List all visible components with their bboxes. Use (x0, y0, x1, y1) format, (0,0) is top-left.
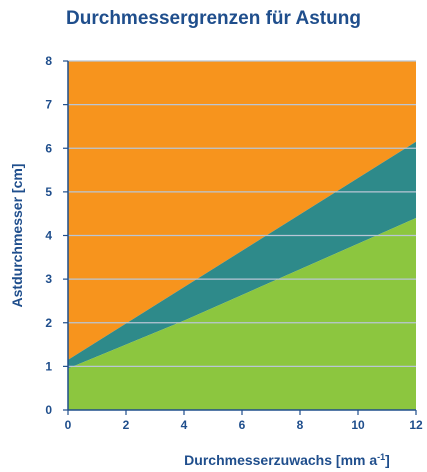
y-tick-label: 1 (45, 359, 52, 373)
x-tick-label: 6 (239, 418, 246, 432)
x-tick-label: 2 (123, 418, 130, 432)
area-between-limits (68, 141, 416, 369)
y-tick-label: 3 (45, 272, 52, 286)
grid-lines (68, 60, 416, 368)
area-below-lower-limit (68, 218, 416, 410)
y-tick-label: 8 (45, 54, 52, 68)
y-axis-ticks: 0 1 2 3 4 5 6 7 8 (45, 54, 68, 417)
y-tick-label: 4 (45, 229, 52, 243)
y-tick-label: 5 (45, 185, 52, 199)
x-tick-label: 8 (297, 418, 304, 432)
chart-title: Durchmessergrenzen für Astung (66, 8, 361, 29)
x-tick-label: 0 (65, 418, 72, 432)
x-axis-label: Durchmesserzuwachs [mm a-1] (184, 452, 390, 468)
x-tick-label: 10 (351, 418, 365, 432)
area-above-upper-limit (68, 61, 416, 360)
x-tick-label: 12 (409, 418, 423, 432)
y-tick-label: 6 (45, 141, 52, 155)
x-tick-label: 4 (181, 418, 188, 432)
y-tick-label: 7 (45, 98, 52, 112)
x-axis-ticks: 0 2 4 6 8 10 12 (65, 410, 423, 432)
y-tick-label: 0 (45, 403, 52, 417)
y-axis-label: Astdurchmesser [cm] (9, 164, 25, 308)
y-tick-label: 2 (45, 316, 52, 330)
